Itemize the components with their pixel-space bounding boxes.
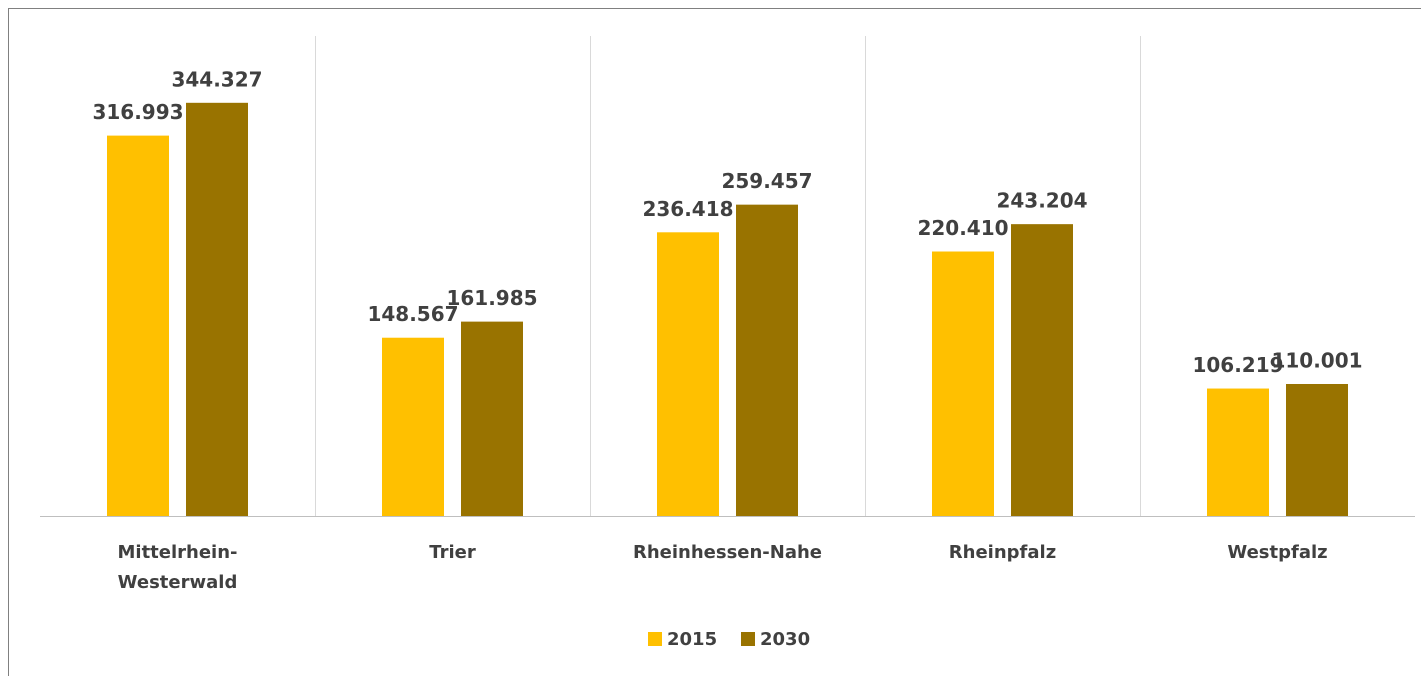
value-label: 161.985 <box>446 286 537 310</box>
x-tick-label: Mittelrhein- Westerwald <box>117 542 238 593</box>
value-label: 236.418 <box>642 197 733 221</box>
bar <box>1286 383 1348 516</box>
bar <box>1207 388 1269 516</box>
value-label: 243.204 <box>996 189 1087 213</box>
x-tick-label: Rheinhessen-Nahe <box>632 542 823 563</box>
bar <box>461 321 523 516</box>
bar <box>657 232 719 516</box>
value-label: 106.219 <box>1192 353 1283 377</box>
bar <box>107 135 169 516</box>
bar <box>736 204 798 516</box>
value-label: 110.001 <box>1271 348 1362 372</box>
legend-label: 2030 <box>760 629 810 650</box>
x-tick-label: Westpfalz <box>1227 542 1328 563</box>
value-label: 316.993 <box>92 100 183 124</box>
legend-swatch <box>741 632 755 646</box>
legend-swatch <box>648 632 662 646</box>
bar <box>932 251 994 516</box>
bar <box>382 337 444 516</box>
x-tick-label: Trier <box>429 542 476 563</box>
value-label: 259.457 <box>721 169 812 193</box>
bar <box>1011 224 1073 516</box>
bar <box>186 102 248 516</box>
value-label: 344.327 <box>171 67 262 91</box>
value-label: 220.410 <box>917 216 1008 240</box>
legend-label: 2015 <box>667 629 717 650</box>
x-tick-label: Rheinpfalz <box>948 542 1057 563</box>
value-label: 148.567 <box>367 302 458 326</box>
